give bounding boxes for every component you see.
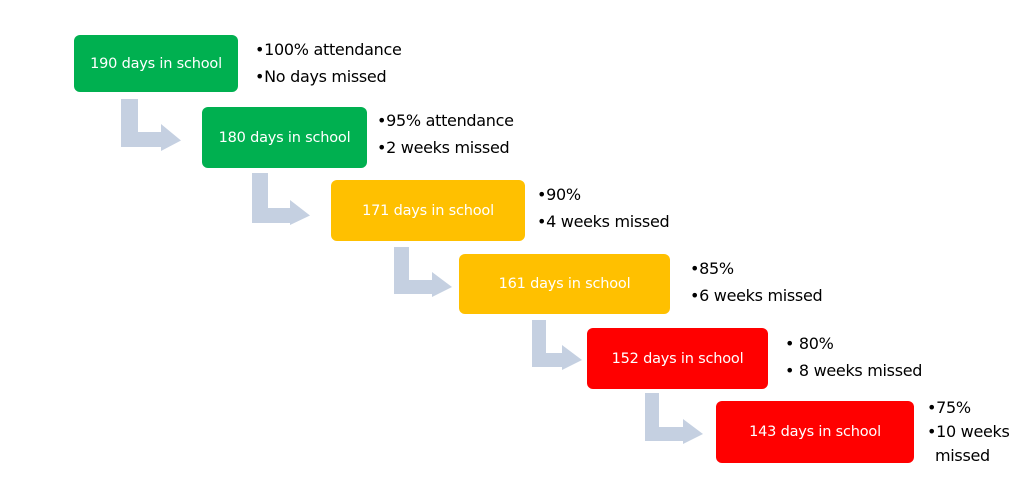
step-box-152-days: 152 days in school <box>587 328 768 389</box>
step-box-143-days: 143 days in school <box>716 401 914 463</box>
note-attendance: •75% <box>927 398 971 417</box>
step-label: 152 days in school <box>611 350 744 367</box>
step-box-190-days: 190 days in school <box>74 35 238 92</box>
step-notes: •95% attendance •2 weeks missed <box>377 107 514 161</box>
down-right-arrow-icon <box>645 393 703 444</box>
step-box-171-days: 171 days in school <box>331 180 525 241</box>
note-missed: •10 weeks <box>927 422 1010 441</box>
step-box-180-days: 180 days in school <box>202 107 367 168</box>
note-missed: •2 weeks missed <box>377 138 510 157</box>
down-right-arrow-icon <box>252 173 310 225</box>
note-attendance: •95% attendance <box>377 111 514 130</box>
step-notes: •90% •4 weeks missed <box>537 181 670 235</box>
note-missed-cont: missed <box>935 446 990 465</box>
step-notes: • 80% • 8 weeks missed <box>785 330 922 384</box>
down-right-arrow-icon <box>532 320 582 370</box>
note-missed: •No days missed <box>255 67 387 86</box>
note-attendance: •90% <box>537 185 581 204</box>
note-attendance: •85% <box>690 259 734 278</box>
down-right-arrow-icon <box>394 247 452 297</box>
step-label: 161 days in school <box>498 276 631 292</box>
step-label: 171 days in school <box>362 202 494 219</box>
step-box-161-days: 161 days in school <box>459 254 670 314</box>
note-missed: • 8 weeks missed <box>785 361 923 380</box>
note-attendance: •100% attendance <box>255 40 402 59</box>
note-attendance: • 80% <box>785 334 834 353</box>
note-missed: •6 weeks missed <box>690 286 823 305</box>
step-notes: •75% •10 weeks missed <box>927 396 1010 468</box>
step-notes: •100% attendance •No days missed <box>255 36 402 90</box>
step-label: 143 days in school <box>749 424 881 440</box>
step-label: 180 days in school <box>218 129 351 146</box>
note-missed: •4 weeks missed <box>537 212 670 231</box>
step-notes: •85% •6 weeks missed <box>690 255 823 309</box>
step-label: 190 days in school <box>90 55 222 72</box>
down-right-arrow-icon <box>121 99 181 151</box>
